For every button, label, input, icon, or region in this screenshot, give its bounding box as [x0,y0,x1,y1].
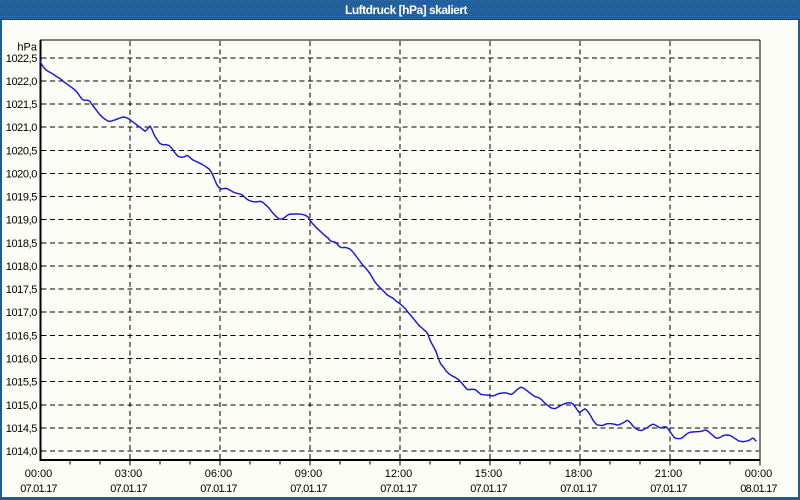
svg-text:00:00: 00:00 [745,468,773,480]
svg-text:1016,0: 1016,0 [6,354,38,366]
svg-text:1014,0: 1014,0 [6,446,38,458]
svg-text:07.01.17: 07.01.17 [650,483,687,495]
svg-text:07.01.17: 07.01.17 [20,483,57,495]
svg-text:03:00: 03:00 [115,468,143,480]
svg-text:09:00: 09:00 [295,468,323,480]
svg-text:12:00: 12:00 [385,468,413,480]
svg-text:1020,5: 1020,5 [6,145,38,157]
svg-text:07.01.17: 07.01.17 [110,483,147,495]
svg-text:1022,0: 1022,0 [6,76,38,88]
svg-text:06:00: 06:00 [205,468,233,480]
svg-text:1019,5: 1019,5 [6,192,38,204]
svg-text:1015,0: 1015,0 [6,400,38,412]
svg-text:1017,5: 1017,5 [6,284,38,296]
svg-text:1014,5: 1014,5 [6,423,38,435]
svg-text:1022,5: 1022,5 [6,53,38,65]
svg-text:00:00: 00:00 [25,468,53,480]
svg-text:1018,0: 1018,0 [6,261,38,273]
svg-text:1017,0: 1017,0 [6,307,38,319]
svg-text:1020,0: 1020,0 [6,168,38,180]
svg-text:1021,0: 1021,0 [6,122,38,134]
svg-text:1016,5: 1016,5 [6,330,38,342]
svg-text:18:00: 18:00 [565,468,593,480]
svg-text:1015,5: 1015,5 [6,377,38,389]
svg-text:15:00: 15:00 [475,468,503,480]
svg-text:07.01.17: 07.01.17 [560,483,597,495]
svg-text:07.01.17: 07.01.17 [290,483,327,495]
svg-text:1021,5: 1021,5 [6,99,38,111]
svg-text:07.01.17: 07.01.17 [470,483,507,495]
svg-text:hPa: hPa [17,42,37,54]
svg-text:07.01.17: 07.01.17 [380,483,417,495]
svg-text:07.01.17: 07.01.17 [200,483,237,495]
svg-text:1018,5: 1018,5 [6,238,38,250]
svg-text:21:00: 21:00 [655,468,683,480]
svg-text:08.01.17: 08.01.17 [740,483,777,495]
svg-text:1019,0: 1019,0 [6,215,38,227]
